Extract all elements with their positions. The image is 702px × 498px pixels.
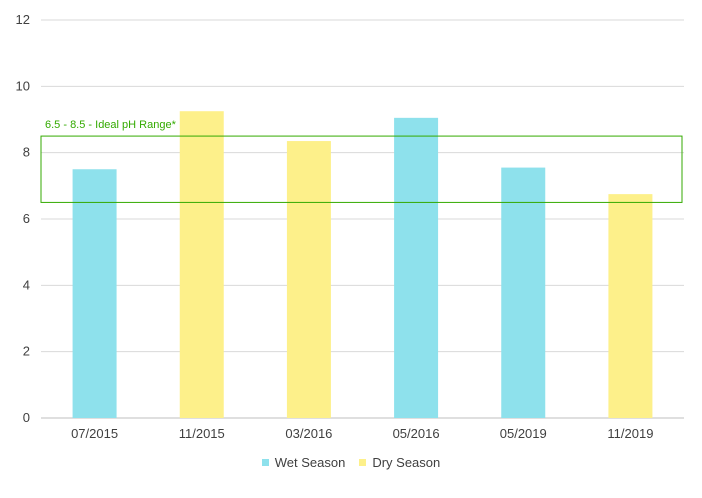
x-tick-label: 05/2016	[393, 426, 440, 441]
y-tick-label: 0	[23, 410, 30, 425]
x-tick-label: 11/2015	[179, 426, 225, 441]
bar-05-2016	[394, 117, 439, 418]
y-axis-ticks: 0 2 4 6 8 10 12	[16, 12, 30, 425]
y-tick-label: 12	[16, 12, 30, 27]
legend-swatch-wet	[261, 459, 269, 466]
bar-11-2019	[608, 194, 653, 418]
ideal-range-annotation: 6.5 - 8.5 - Ideal pH Range*	[40, 119, 683, 203]
y-tick-label: 2	[23, 344, 30, 359]
y-tick-label: 10	[16, 78, 30, 93]
gridlines	[41, 19, 684, 419]
x-tick-label: 05/2019	[500, 426, 547, 441]
legend-label-wet: Wet Season	[274, 455, 346, 470]
bar-05-2019	[501, 167, 546, 418]
bar-03-2016	[286, 141, 331, 418]
ideal-range-box	[40, 135, 683, 203]
y-tick-label: 4	[23, 277, 30, 292]
bar-07-2015	[72, 169, 117, 418]
ideal-range-label: 6.5 - 8.5 - Ideal pH Range*	[45, 119, 177, 131]
x-tick-label: 07/2015	[71, 426, 118, 441]
bar-11-2015	[179, 111, 224, 418]
legend-item-wet: Wet Season	[261, 455, 346, 470]
bars	[72, 111, 653, 418]
legend: Wet Season Dry Season	[0, 455, 702, 470]
x-tick-label: 11/2019	[607, 426, 653, 441]
legend-item-dry: Dry Season	[359, 455, 440, 470]
legend-label-dry: Dry Season	[372, 455, 441, 470]
x-tick-label: 03/2016	[285, 426, 332, 441]
legend-swatch-dry	[359, 459, 367, 466]
y-tick-label: 6	[23, 211, 30, 226]
x-axis-ticks: 07/2015 11/2015 03/2016 05/2016 05/2019 11/20…	[71, 426, 653, 441]
y-tick-label: 8	[23, 145, 30, 160]
